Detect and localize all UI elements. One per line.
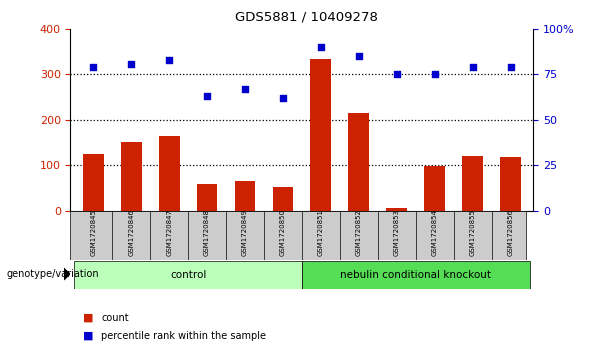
Bar bbox=[197, 184, 218, 211]
Text: GDS5881 / 10409278: GDS5881 / 10409278 bbox=[235, 11, 378, 24]
Text: GSM1720850: GSM1720850 bbox=[280, 209, 286, 256]
Point bbox=[126, 61, 136, 66]
Point bbox=[506, 64, 516, 70]
Point bbox=[316, 44, 326, 50]
Bar bbox=[310, 58, 331, 211]
Bar bbox=[83, 154, 104, 211]
Text: ■: ■ bbox=[83, 331, 93, 341]
Point bbox=[468, 64, 478, 70]
Bar bbox=[235, 181, 256, 211]
Bar bbox=[74, 261, 302, 289]
Text: GSM1720855: GSM1720855 bbox=[470, 209, 476, 256]
Text: nebulin conditional knockout: nebulin conditional knockout bbox=[340, 270, 491, 280]
Point bbox=[202, 93, 212, 99]
Text: GSM1720848: GSM1720848 bbox=[204, 209, 210, 256]
Point bbox=[88, 64, 98, 70]
Bar bbox=[348, 113, 369, 211]
Bar bbox=[159, 136, 180, 211]
Text: GSM1720846: GSM1720846 bbox=[128, 209, 134, 256]
Point bbox=[278, 95, 288, 101]
Text: GSM1720851: GSM1720851 bbox=[318, 209, 324, 256]
Bar bbox=[386, 208, 407, 211]
Bar bbox=[121, 143, 142, 211]
Bar bbox=[462, 156, 483, 211]
Text: GSM1720845: GSM1720845 bbox=[90, 209, 96, 256]
Text: GSM1720854: GSM1720854 bbox=[432, 209, 438, 256]
Point bbox=[240, 86, 250, 92]
Text: genotype/variation: genotype/variation bbox=[6, 269, 99, 279]
Bar bbox=[273, 187, 294, 211]
Point bbox=[430, 72, 440, 77]
Bar bbox=[500, 157, 521, 211]
Text: GSM1720853: GSM1720853 bbox=[394, 209, 400, 256]
Text: control: control bbox=[170, 270, 207, 280]
Text: GSM1720856: GSM1720856 bbox=[508, 209, 514, 256]
Point bbox=[392, 72, 402, 77]
Text: GSM1720847: GSM1720847 bbox=[166, 209, 172, 256]
Bar bbox=[302, 261, 530, 289]
Point bbox=[164, 57, 174, 63]
Point bbox=[354, 53, 364, 59]
Bar bbox=[424, 166, 445, 211]
Polygon shape bbox=[64, 268, 70, 280]
Text: GSM1720849: GSM1720849 bbox=[242, 209, 248, 256]
Text: count: count bbox=[101, 313, 129, 323]
Text: percentile rank within the sample: percentile rank within the sample bbox=[101, 331, 266, 341]
Text: ■: ■ bbox=[83, 313, 93, 323]
Text: GSM1720852: GSM1720852 bbox=[356, 209, 362, 256]
